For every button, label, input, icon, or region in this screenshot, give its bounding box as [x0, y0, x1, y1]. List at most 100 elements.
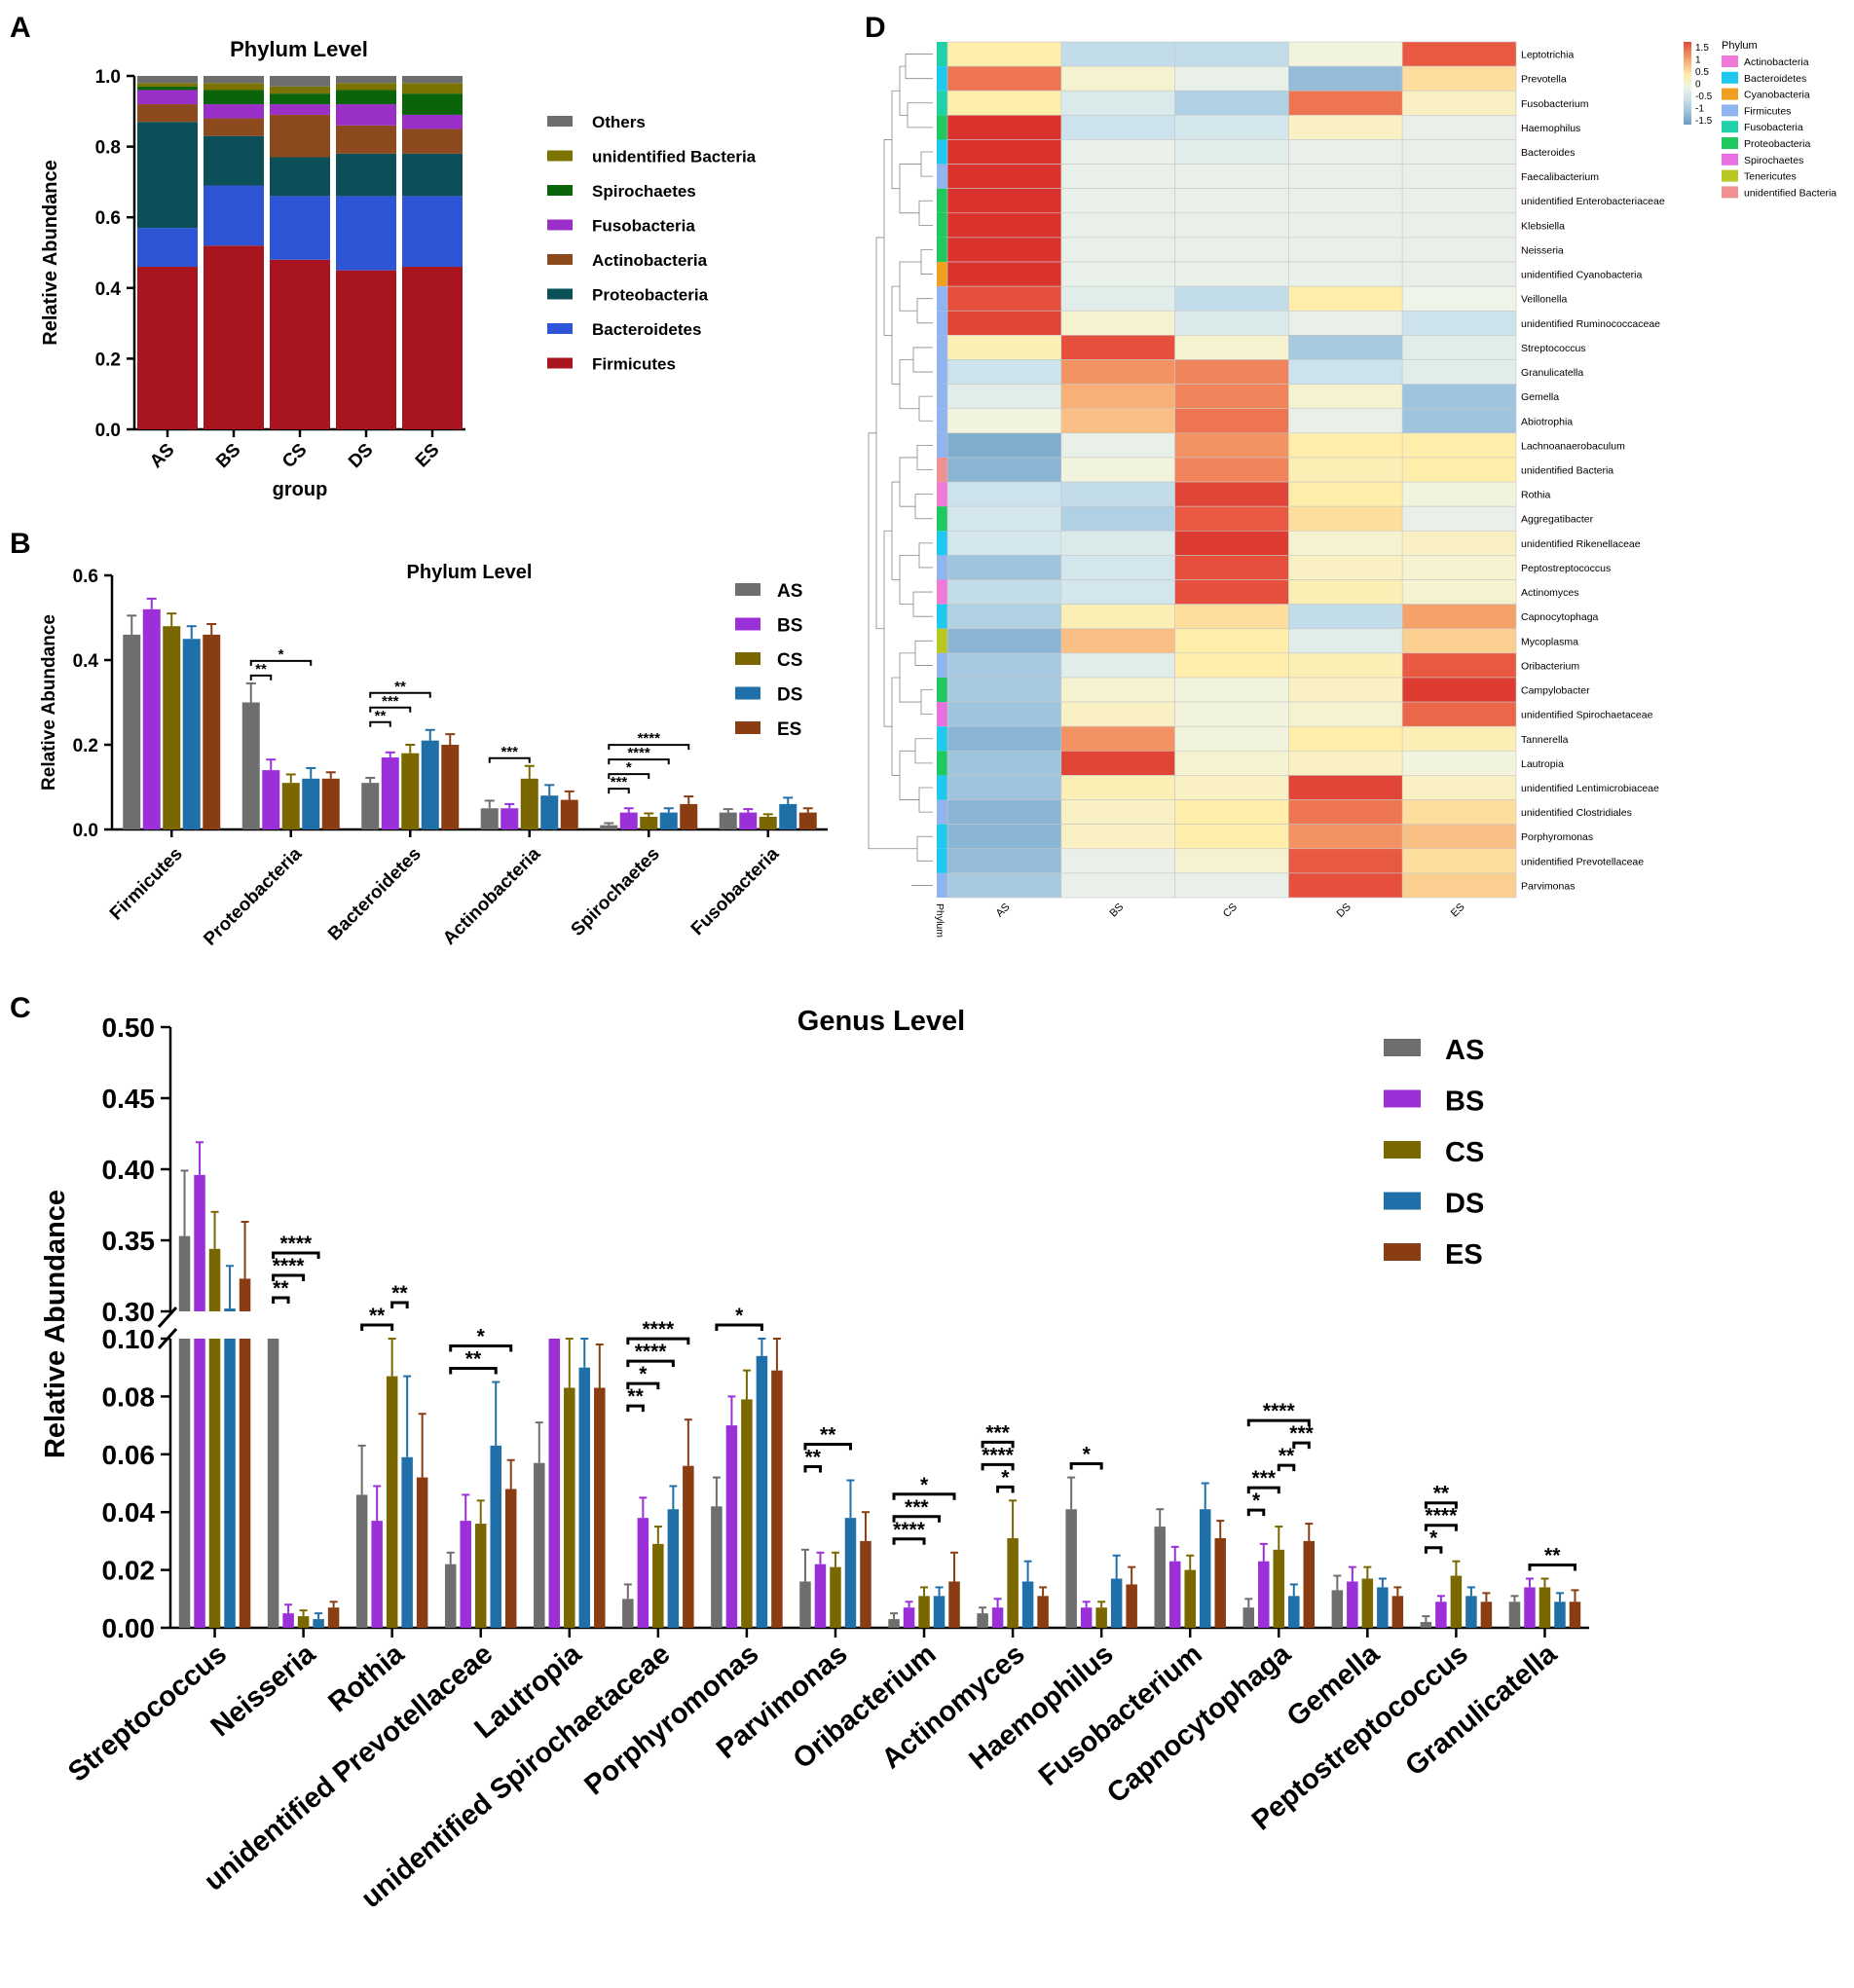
- heatmap-legend-swatch-spirochaetes: [1722, 153, 1738, 166]
- panel-c-bar-as-capnocytophaga: [1242, 1607, 1255, 1628]
- panel-b-bar-ds-fusobacteria: [779, 803, 797, 829]
- heatmap-cell-tannerella-bs: [1060, 725, 1175, 752]
- panel-b-bar-cs-spirochaetes: [640, 816, 658, 829]
- dendrogram-branch: [918, 395, 933, 422]
- heatmap-cell-leptotrichia-es: [1401, 41, 1517, 67]
- dendrogram-branch: [916, 835, 933, 862]
- panel-a-bar-others-as: [137, 76, 198, 84]
- heatmap-row-label: unidentified Lentimicrobiaceae: [1521, 783, 1659, 794]
- panel-c-significance-bracket: [626, 1337, 690, 1345]
- panel-c-significance-bracket: [390, 1301, 409, 1308]
- panel-a-y-tick-label: 0.0: [95, 421, 121, 441]
- panel-b-y-tick-label: 0.6: [73, 567, 98, 587]
- panel-c-bar-ds-rothia: [401, 1456, 413, 1628]
- heatmap-cell-gemella-bs: [1060, 384, 1175, 410]
- panel-a-bar-firmicutes-bs: [204, 245, 264, 429]
- heatmap-cell-unidentified-ruminococcaceae-bs: [1060, 310, 1175, 336]
- heatmap-row-label: unidentified Enterobacteriaceae: [1521, 196, 1665, 207]
- panel-c-significance-label: **: [820, 1424, 836, 1447]
- panel-label-b: B: [10, 528, 31, 560]
- panel-b-y-tick-label: 0.0: [73, 821, 98, 841]
- panel-c-bar-cs-oribacterium: [918, 1596, 930, 1628]
- dendrogram-branch: [914, 738, 933, 764]
- heatmap-cell-actinomyces-as: [946, 579, 1062, 605]
- panel-a-bar-bacteroidetes-es: [402, 196, 463, 268]
- heatmap-legend-swatch-unidentified-bacteria: [1722, 186, 1738, 199]
- heatmap-cell-neisseria-ds: [1288, 237, 1403, 263]
- heatmap-row-label: Oribacterium: [1521, 660, 1579, 672]
- panel-b-significance-label: ****: [627, 745, 650, 761]
- heatmap-cell-klebsiella-bs: [1060, 212, 1175, 239]
- heatmap-phylum-annotation-firmicutes: [937, 799, 947, 825]
- heatmap-cell-lautropia-as: [946, 751, 1062, 776]
- panel-b-bar-es-bacteroidetes: [441, 745, 460, 829]
- heatmap-cell-bacteroides-es: [1401, 139, 1517, 165]
- panel-b-bar-as-fusobacteria: [719, 812, 737, 829]
- heatmap-cell-bacteroides-ds: [1288, 139, 1403, 165]
- panel-c-bar-as-peptostreptococcus: [1420, 1622, 1432, 1628]
- heatmap-cell-lachnoanaerobaculum-ds: [1288, 432, 1403, 459]
- heatmap-cell-neisseria-cs: [1174, 237, 1289, 263]
- heatmap-cell-leptotrichia-ds: [1288, 41, 1403, 67]
- heatmap-cell-peptostreptococcus-cs: [1174, 555, 1289, 580]
- panel-c-significance-label: ***: [905, 1496, 929, 1519]
- panel-c-bar-ds-granulicatella: [1554, 1601, 1566, 1628]
- panel-a-bar-bacteroidetes-cs: [270, 196, 330, 260]
- heatmap-cell-bacteroides-bs: [1060, 139, 1175, 165]
- heatmap-legend-label: Spirochaetes: [1744, 155, 1803, 166]
- heatmap-column-label: ES: [1449, 902, 1467, 920]
- panel-c-significance-label: *: [735, 1305, 744, 1327]
- heatmap-phylum-annotation-fusobacteria: [937, 91, 947, 116]
- heatmap-cell-faecalibacterium-es: [1401, 164, 1517, 189]
- heatmap-cell-tannerella-cs: [1174, 725, 1289, 752]
- dendrogram-branch: [891, 481, 900, 580]
- heatmap-row-label: unidentified Clostridiales: [1521, 807, 1632, 819]
- heatmap-cell-lautropia-es: [1401, 751, 1517, 776]
- heatmap-phylum-annotation-firmicutes: [937, 555, 947, 580]
- dendrogram-branch: [891, 677, 900, 776]
- panel-b-bar-es-actinobacteria: [560, 799, 578, 829]
- panel-b-x-tick-label: Spirochaetes: [568, 844, 664, 940]
- panel-c-bar-es-granulicatella: [1569, 1601, 1581, 1628]
- panel-b-x-tick-label: Firmicutes: [106, 844, 187, 925]
- heatmap-cell-unidentified-ruminococcaceae-as: [946, 310, 1062, 336]
- panel-c-bar-bs-actinomyces: [991, 1607, 1004, 1628]
- heatmap-cell-streptococcus-bs: [1060, 335, 1175, 360]
- panel-a-legend-label: Fusobacteria: [592, 217, 695, 236]
- heatmap-cell-bacteroides-as: [946, 139, 1062, 165]
- panel-b-legend-swatch-cs: [735, 652, 760, 665]
- panel-c-significance-label: *: [920, 1474, 929, 1496]
- heatmap-cell-unidentified-lentimicrobiaceae-as: [946, 775, 1062, 800]
- panel-a-bar-fusobacteria-cs: [270, 104, 330, 115]
- panel-c-legend-swatch-es: [1384, 1243, 1421, 1261]
- panel-c-significance-label: **: [1433, 1483, 1450, 1505]
- heatmap-phylum-annotation-firmicutes: [937, 872, 947, 898]
- heatmap-cell-unidentified-lentimicrobiaceae-es: [1401, 775, 1517, 800]
- dendrogram-branch: [891, 90, 900, 190]
- panel-b-bar-bs-bacteroidetes: [381, 757, 399, 829]
- panel-a-bar-actinobacteria-es: [402, 129, 463, 154]
- heatmap-cell-haemophilus-bs: [1060, 115, 1175, 140]
- heatmap-cell-unidentified-enterobacteriaceae-bs: [1060, 188, 1175, 214]
- heatmap-cell-unidentified-bacteria-cs: [1174, 457, 1289, 483]
- panel-a-bar-firmicutes-es: [402, 267, 463, 429]
- heatmap-cell-unidentified-lentimicrobiaceae-bs: [1060, 775, 1175, 800]
- heatmap-cell-mycoplasma-as: [946, 628, 1062, 654]
- panel-a-x-tick-label: BS: [212, 440, 245, 473]
- heatmap-phylum-annotation-firmicutes: [937, 432, 947, 458]
- heatmap-cell-lachnoanaerobaculum-as: [946, 432, 1062, 459]
- panel-c-y-tick-label: 0.00: [102, 1613, 156, 1643]
- panel-c-bar-cs-rothia: [386, 1376, 398, 1628]
- heatmap-phylum-annotation-proteobacteria: [937, 212, 947, 238]
- panel-c-bar-es-lautropia: [594, 1387, 606, 1628]
- panel-a-bar-bacteroidetes-ds: [336, 196, 396, 271]
- heatmap-color-scale: [1684, 42, 1691, 125]
- panel-c-bar-ds-peptostreptococcus: [1465, 1596, 1477, 1628]
- heatmap-phylum-annotation-proteobacteria: [937, 751, 947, 776]
- heatmap-cell-unidentified-rikenellaceae-ds: [1288, 530, 1403, 556]
- heatmap-cell-actinomyces-cs: [1174, 579, 1289, 605]
- panel-c-significance-bracket: [626, 1381, 660, 1390]
- heatmap-cell-aggregatibacter-es: [1401, 505, 1517, 532]
- dendrogram-branch: [868, 432, 917, 850]
- heatmap-cell-tannerella-as: [946, 725, 1062, 752]
